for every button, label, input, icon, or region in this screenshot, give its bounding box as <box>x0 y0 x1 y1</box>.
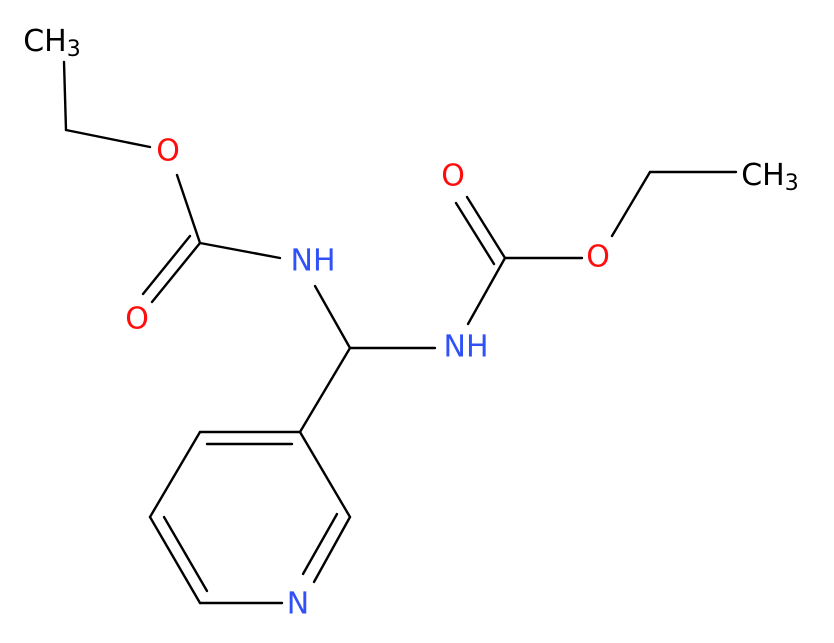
atom-label: CH3 <box>23 24 81 63</box>
atom-label: NH <box>444 330 489 365</box>
atom-label: O <box>156 134 180 169</box>
atom-label: NH <box>291 244 336 279</box>
atom-symbol: CH <box>741 158 785 193</box>
atom-subscript: 3 <box>67 37 81 62</box>
atom-label: N <box>287 587 309 622</box>
atom-label: O <box>586 240 610 275</box>
bonds <box>62 60 738 605</box>
atom-symbol: CH <box>23 24 67 59</box>
atom-label: O <box>441 159 465 194</box>
atom-label: O <box>125 302 149 337</box>
atom-label: CH3 <box>741 158 799 197</box>
atom-labels: CH3 O O NH NH O O CH3 N <box>23 24 799 622</box>
atom-subscript: 3 <box>785 171 799 196</box>
